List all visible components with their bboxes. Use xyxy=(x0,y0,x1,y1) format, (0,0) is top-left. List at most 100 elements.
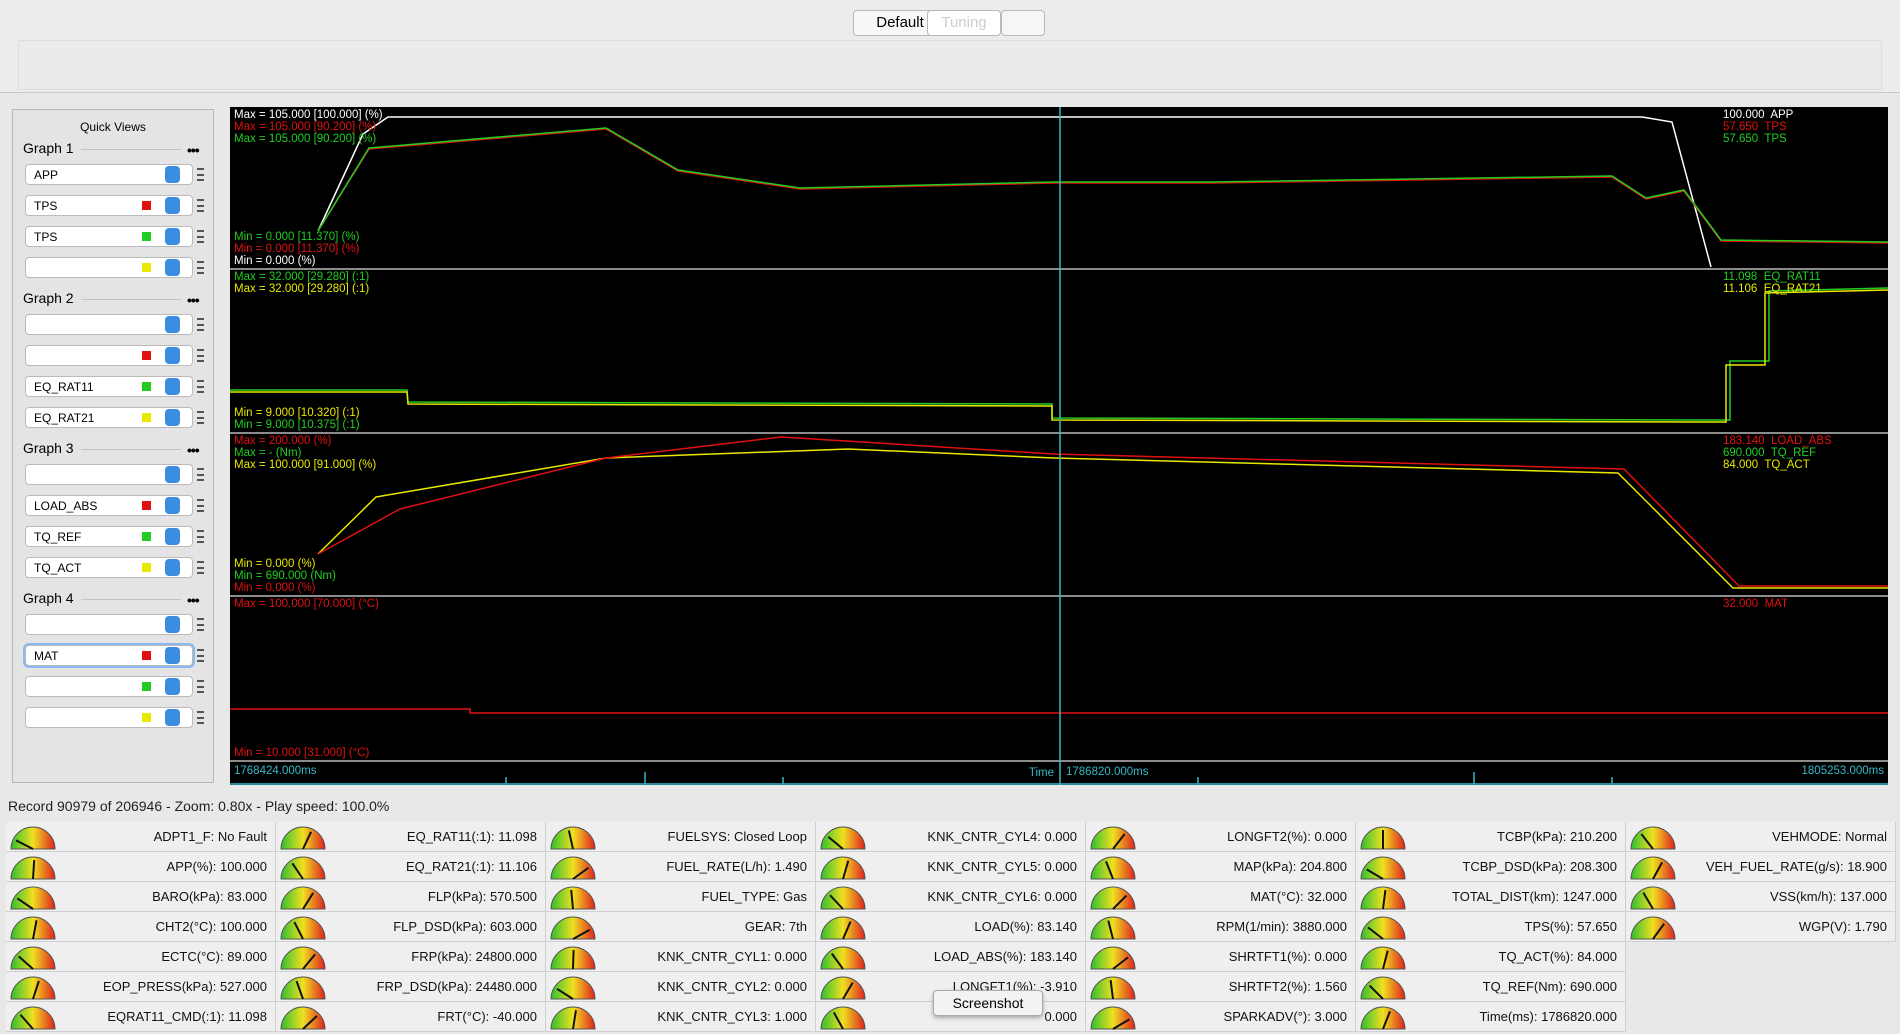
channel-select[interactable] xyxy=(25,707,193,728)
gauge-label: 0.000 xyxy=(1044,1009,1077,1024)
channel-select[interactable]: LOAD_ABS xyxy=(25,495,193,516)
channel-menu[interactable] xyxy=(197,680,204,693)
gauge-cell: SHRTFT1(%): 0.000 xyxy=(1086,942,1356,972)
channel-select[interactable]: EQ_RAT11 xyxy=(25,376,193,397)
gauge-cell: FRP_DSD(kPa): 24480.000 xyxy=(276,972,546,1002)
channel-menu[interactable] xyxy=(197,318,204,331)
gauge-icon xyxy=(1360,976,1406,1000)
channel-menu[interactable] xyxy=(197,380,204,393)
tab[interactable]: Tuning xyxy=(927,10,1001,36)
channel-spinner[interactable] xyxy=(165,466,180,483)
channel-menu[interactable] xyxy=(197,468,204,481)
gauge-label: SPARKADV(°): 3.000 xyxy=(1223,1009,1347,1024)
gauge-label: SHRTFT1(%): 0.000 xyxy=(1228,949,1347,964)
channel-select[interactable] xyxy=(25,314,193,335)
current-label: 84.000 TQ_ACT xyxy=(1723,459,1810,471)
channel-menu[interactable] xyxy=(197,230,204,243)
gauge-icon xyxy=(10,826,56,850)
channel-spinner[interactable] xyxy=(165,559,180,576)
graph-background xyxy=(230,107,1888,785)
channel-spinner[interactable] xyxy=(165,347,180,364)
gauge-icon xyxy=(280,976,326,1000)
channel-spinner[interactable] xyxy=(165,709,180,726)
gauge-icon xyxy=(1630,856,1676,880)
trace xyxy=(230,708,1888,714)
channel-spinner[interactable] xyxy=(165,678,180,695)
channel-spinner[interactable] xyxy=(165,197,180,214)
gauge-needle xyxy=(572,928,591,940)
gauge-cell: TPS(%): 57.650 xyxy=(1356,912,1626,942)
channel-menu[interactable] xyxy=(197,261,204,274)
gauge-needle xyxy=(1105,860,1114,880)
channel-spinner[interactable] xyxy=(165,497,180,514)
group-menu[interactable]: ••• xyxy=(187,442,200,458)
gauge-needle xyxy=(19,1014,34,1030)
gauge-label: ECTC(°C): 89.000 xyxy=(161,949,267,964)
channel-select[interactable] xyxy=(25,676,193,697)
gauge-icon xyxy=(1090,976,1136,1000)
gauge-cell: VSS(km/h): 137.000 xyxy=(1626,882,1896,912)
channel-select[interactable]: MAT xyxy=(25,645,193,666)
gauge-icon xyxy=(1090,886,1136,910)
time-start: 1768424.000ms xyxy=(234,765,317,777)
channel-menu[interactable] xyxy=(197,411,204,424)
gauge-icon xyxy=(10,856,56,880)
channel-select[interactable] xyxy=(25,464,193,485)
channel-select[interactable] xyxy=(25,345,193,366)
channel-select[interactable]: APP xyxy=(25,164,193,185)
gauge-cell: LOAD(%): 83.140 xyxy=(816,912,1086,942)
new-tab-button[interactable] xyxy=(1001,10,1045,36)
gauge-label: LOAD(%): 83.140 xyxy=(974,919,1077,934)
group-menu[interactable]: ••• xyxy=(187,292,200,308)
channel-select[interactable]: TPS xyxy=(25,195,193,216)
channel-spinner[interactable] xyxy=(165,647,180,664)
channel-menu[interactable] xyxy=(197,649,204,662)
channel-spinner[interactable] xyxy=(165,316,180,333)
gauge-icon xyxy=(280,1006,326,1030)
group-menu[interactable]: ••• xyxy=(187,142,200,158)
gauge-cell: BARO(kPa): 83.000 xyxy=(6,882,276,912)
max-label: Max = - (Nm) xyxy=(234,447,302,459)
channel-spinner[interactable] xyxy=(165,616,180,633)
gauge-label: TCBP_DSD(kPa): 208.300 xyxy=(1462,859,1617,874)
channel-spinner[interactable] xyxy=(165,166,180,183)
gauge-label: EQRAT11_CMD(:1): 11.098 xyxy=(107,1009,267,1024)
channel-spinner[interactable] xyxy=(165,409,180,426)
gauge-needle xyxy=(827,836,844,850)
channel-select[interactable]: TQ_REF xyxy=(25,526,193,547)
channel-spinner[interactable] xyxy=(165,378,180,395)
channel-menu[interactable] xyxy=(197,499,204,512)
gauge-needle xyxy=(32,859,36,880)
gauge-label: TQ_ACT(%): 84.000 xyxy=(1498,949,1618,964)
channel-select[interactable] xyxy=(25,614,193,635)
channel-select[interactable]: EQ_RAT21 xyxy=(25,407,193,428)
status-line: Record 90979 of 206946 - Zoom: 0.80x - P… xyxy=(8,798,390,814)
gauge-cell: Time(ms): 1786820.000 xyxy=(1356,1002,1626,1032)
channel-menu[interactable] xyxy=(197,618,204,631)
graph-group-title: Graph 4 xyxy=(23,590,74,606)
gauge-icon xyxy=(550,826,596,850)
gauge-label: LONGFT2(%): 0.000 xyxy=(1227,829,1347,844)
channel-spinner[interactable] xyxy=(165,528,180,545)
time-ticks xyxy=(230,772,1888,785)
channel-menu[interactable] xyxy=(197,561,204,574)
channel-spinner[interactable] xyxy=(165,259,180,276)
gauge-dial xyxy=(820,916,866,940)
channel-menu[interactable] xyxy=(197,349,204,362)
channel-menu[interactable] xyxy=(197,711,204,724)
channel-spinner[interactable] xyxy=(165,228,180,245)
group-menu[interactable]: ••• xyxy=(187,592,200,608)
gauge-label: TPS(%): 57.650 xyxy=(1524,919,1618,934)
channel-select[interactable]: TPS xyxy=(25,226,193,247)
channel-menu[interactable] xyxy=(197,199,204,212)
channel-menu[interactable] xyxy=(197,530,204,543)
current-label: 11.106 EQ_RAT21 xyxy=(1723,283,1822,295)
channel-select[interactable] xyxy=(25,257,193,278)
gauge-label: TCBP(kPa): 210.200 xyxy=(1497,829,1617,844)
channel-select[interactable]: TQ_ACT xyxy=(25,557,193,578)
gauge-cell: EQ_RAT21(:1): 11.106 xyxy=(276,852,546,882)
channel-menu[interactable] xyxy=(197,168,204,181)
gauge-cell: WGP(V): 1.790 xyxy=(1626,912,1896,942)
gauge-dial xyxy=(10,886,56,910)
